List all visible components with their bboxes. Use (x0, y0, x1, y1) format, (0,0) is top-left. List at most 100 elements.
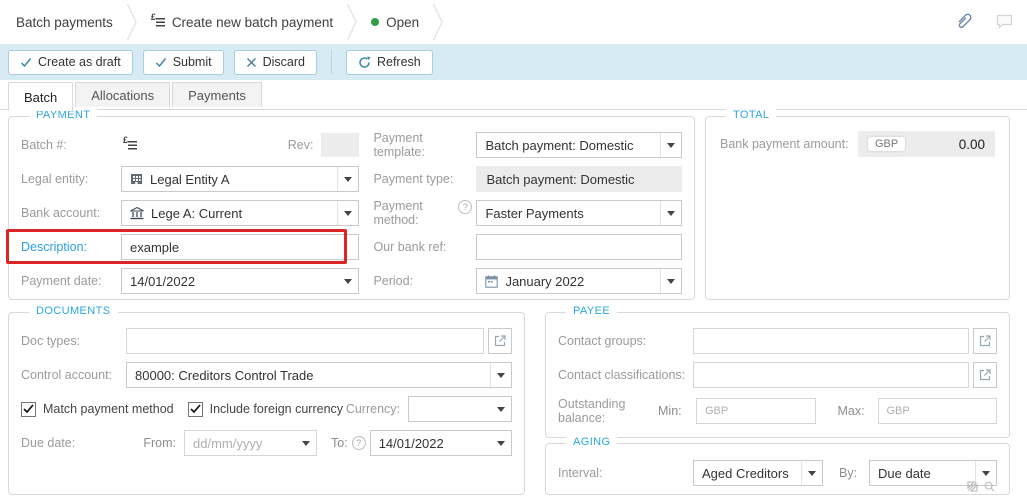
breadcrumb: Batch payments Create new batch payment … (0, 0, 1027, 44)
chevron-down-icon (975, 461, 996, 485)
payment-method-select[interactable]: Faster Payments (476, 200, 682, 226)
payment-date-value: 14/01/2022 (130, 273, 196, 289)
due-date-from-select[interactable]: dd/mm/yyyy (184, 430, 317, 456)
contact-classifications-lookup-button[interactable] (973, 362, 997, 388)
chevron-separator-icon (126, 4, 137, 40)
contact-groups-lookup-button[interactable] (973, 328, 997, 354)
due-date-to-select[interactable]: 14/01/2022 (369, 430, 512, 456)
breadcrumb-item-batch-payments[interactable]: Batch payments (16, 15, 113, 30)
bank-icon (130, 206, 144, 219)
total-panel: TOTAL Bank payment amount: GBP 0.00 (705, 109, 1010, 300)
refresh-icon (359, 55, 371, 68)
tab-label: Allocations (91, 88, 155, 103)
chevron-separator-icon (433, 4, 443, 40)
by-select[interactable]: Due date (869, 460, 997, 486)
open-lookup-icon (979, 369, 991, 381)
submit-button[interactable]: Submit (142, 49, 224, 75)
bank-payment-amount-label: Bank payment amount: (720, 137, 849, 151)
doc-types-lookup-button[interactable] (488, 328, 512, 354)
interval-label: Interval: (558, 466, 603, 480)
bank-payment-amount-field: GBP 0.00 (858, 131, 995, 157)
chevron-down-icon (490, 431, 511, 455)
chevron-down-icon (337, 201, 358, 225)
contact-classifications-input[interactable] (693, 362, 969, 388)
min-label: Min: (658, 404, 682, 418)
legal-entity-value: Legal Entity A (150, 171, 230, 187)
rev-label: Rev: (287, 138, 314, 152)
min-input[interactable] (696, 398, 816, 424)
button-label: Discard (262, 55, 305, 69)
magnifier-icon[interactable] (984, 481, 995, 492)
match-payment-method-checkbox[interactable] (21, 401, 36, 417)
breadcrumb-item-create-new-batch-payment[interactable]: Create new batch payment (151, 12, 333, 30)
panel-legend: DOCUMENTS (29, 305, 118, 317)
currency-select[interactable] (408, 396, 512, 422)
button-label: Refresh (376, 55, 421, 69)
chevron-down-icon (337, 167, 358, 191)
our-bank-ref-input[interactable] (476, 234, 682, 260)
bank-account-label: Bank account: (21, 206, 101, 220)
check-icon (20, 57, 32, 67)
breadcrumb-label: Batch payments (16, 14, 113, 30)
period-select[interactable]: January 2022 (476, 268, 682, 294)
by-label: By: (839, 466, 858, 480)
chevron-down-icon (801, 461, 822, 485)
payment-date-select[interactable]: 14/01/2022 (121, 268, 360, 294)
description-input[interactable] (121, 234, 360, 260)
refresh-button[interactable]: Refresh (345, 49, 433, 75)
tab-payments[interactable]: Payments (172, 82, 262, 107)
max-label: Max: (837, 404, 865, 418)
payment-panel: PAYMENT Batch #: Rev: Legal entity: (8, 109, 695, 300)
chevron-down-icon (660, 133, 681, 157)
control-account-value: 80000: Creditors Control Trade (135, 367, 314, 383)
period-label: Period: (373, 274, 414, 288)
aging-panel: AGING Interval: Aged Creditors By: Due d… (545, 436, 1010, 495)
due-date-to-value: 14/01/2022 (378, 435, 444, 451)
tab-batch[interactable]: Batch (8, 82, 74, 111)
paperclip-icon[interactable] (955, 13, 972, 31)
tab-allocations[interactable]: Allocations (75, 82, 171, 107)
tab-label: Batch (24, 90, 58, 105)
payment-template-select[interactable]: Batch payment: Domestic (476, 132, 682, 158)
match-payment-method-label: Match payment method (43, 402, 174, 416)
payment-template-label: Payment template: (373, 131, 425, 159)
help-icon[interactable] (458, 200, 473, 214)
action-toolbar: Create as draft Submit Discard Refresh (0, 44, 1027, 80)
control-account-label: Control account: (21, 368, 113, 382)
max-input[interactable] (877, 398, 997, 424)
legal-entity-select[interactable]: Legal Entity A (121, 166, 360, 192)
check-icon (155, 57, 166, 67)
payment-date-label: Payment date: (21, 274, 102, 288)
bank-account-value: Lege A: Current (151, 205, 243, 221)
help-icon[interactable] (351, 436, 366, 450)
documents-panel: DOCUMENTS Doc types: Control account: 80… (8, 305, 525, 495)
create-as-draft-button[interactable]: Create as draft (8, 49, 133, 75)
description-label: Description: (21, 240, 87, 254)
breadcrumb-item-open-status[interactable]: Open (371, 15, 419, 30)
currency-badge: GBP (868, 137, 906, 151)
control-account-select[interactable]: 80000: Creditors Control Trade (126, 362, 512, 388)
discard-button[interactable]: Discard (233, 49, 317, 75)
chevron-down-icon (660, 201, 681, 225)
toolbar-divider (330, 50, 332, 74)
panel-legend: TOTAL (726, 109, 777, 121)
bank-account-select[interactable]: Lege A: Current (121, 200, 360, 226)
button-label: Submit (172, 55, 212, 69)
batch-payment-icon (151, 12, 165, 29)
include-foreign-currency-checkbox[interactable] (187, 401, 203, 417)
contact-groups-input[interactable] (693, 328, 969, 354)
comment-icon[interactable] (996, 14, 1013, 30)
open-lookup-icon (494, 335, 506, 347)
button-label: Create as draft (38, 55, 121, 69)
interval-select[interactable]: Aged Creditors (693, 460, 823, 486)
outstanding-balance-label: Outstanding balance: (558, 397, 626, 425)
panel-legend: PAYEE (566, 305, 618, 317)
open-lookup-icon (979, 335, 991, 347)
due-date-label: Due date: (21, 436, 76, 450)
legal-entity-label: Legal entity: (21, 172, 89, 186)
by-value: Due date (878, 465, 931, 481)
resize-handle-icon[interactable] (967, 481, 978, 492)
chevron-down-icon (337, 269, 358, 293)
doc-types-input[interactable] (126, 328, 484, 354)
payment-method-label: Payment method: (373, 199, 423, 227)
